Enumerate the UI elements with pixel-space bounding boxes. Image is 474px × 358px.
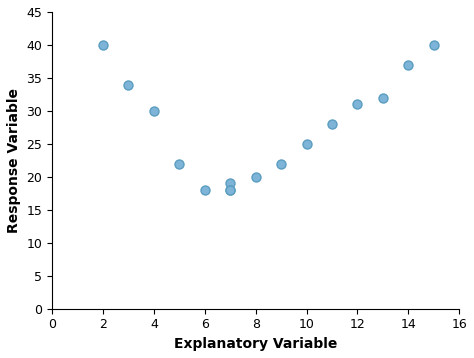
Point <box>125 82 132 87</box>
Point <box>227 180 234 186</box>
X-axis label: Explanatory Variable: Explanatory Variable <box>174 337 337 351</box>
Y-axis label: Response Variable: Response Variable <box>7 88 21 233</box>
Point <box>150 108 158 114</box>
Point <box>328 121 336 127</box>
Point <box>404 62 412 68</box>
Point <box>354 101 361 107</box>
Point <box>379 95 387 101</box>
Point <box>227 187 234 193</box>
Point <box>99 42 107 48</box>
Point <box>303 141 310 147</box>
Point <box>430 42 438 48</box>
Point <box>277 161 285 166</box>
Point <box>201 187 209 193</box>
Point <box>175 161 183 166</box>
Point <box>252 174 259 180</box>
Point <box>227 187 234 193</box>
